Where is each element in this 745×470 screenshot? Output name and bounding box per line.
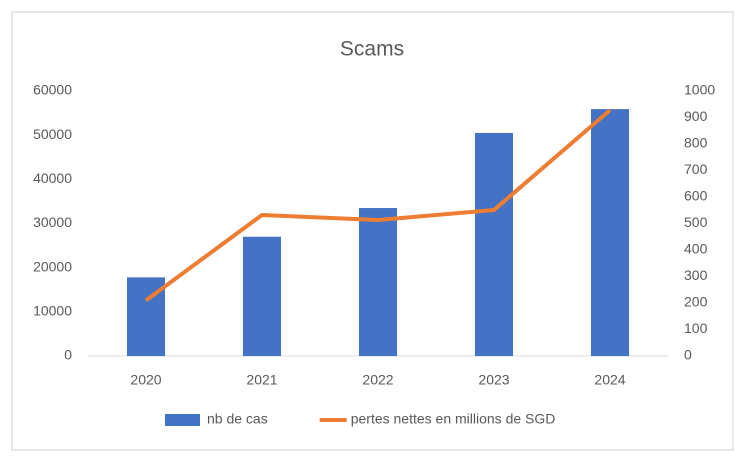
y-tick-label: 40000 xyxy=(33,170,72,186)
y-tick-label: 60000 xyxy=(33,82,72,98)
y2-tick-label: 1000 xyxy=(684,82,715,98)
x-tick-label: 2023 xyxy=(478,372,509,388)
line xyxy=(144,108,612,302)
y2-tick-label: 700 xyxy=(684,161,708,177)
legend-label: nb de cas xyxy=(207,411,268,427)
bar xyxy=(359,208,397,356)
x-tick-label: 2024 xyxy=(594,372,625,388)
y-tick-label: 30000 xyxy=(33,214,72,230)
y-tick-label: 10000 xyxy=(33,303,72,319)
y2-tick-label: 600 xyxy=(684,188,708,204)
y-tick-label: 0 xyxy=(64,347,72,363)
legend-swatch xyxy=(165,414,200,426)
x-tick-label: 2022 xyxy=(362,372,393,388)
y2-tick-label: 0 xyxy=(684,347,692,363)
bar xyxy=(591,109,629,356)
y2-tick-label: 500 xyxy=(684,214,708,230)
y-tick-label: 50000 xyxy=(33,126,72,142)
y2-tick-label: 300 xyxy=(684,267,708,283)
chart-title: Scams xyxy=(340,38,404,61)
y2-tick-label: 200 xyxy=(684,294,708,310)
y2-tick-label: 100 xyxy=(684,320,708,336)
x-tick-label: 2021 xyxy=(246,372,277,388)
y2-tick-label: 400 xyxy=(684,241,708,257)
x-tick-label: 2020 xyxy=(130,372,161,388)
bar xyxy=(475,132,513,356)
bar xyxy=(243,236,281,356)
y2-tick-label: 800 xyxy=(684,135,708,151)
y-tick-label: 20000 xyxy=(33,258,72,274)
y2-tick-label: 900 xyxy=(684,108,708,124)
legend-label: pertes nettes en millions de SGD xyxy=(351,411,556,427)
